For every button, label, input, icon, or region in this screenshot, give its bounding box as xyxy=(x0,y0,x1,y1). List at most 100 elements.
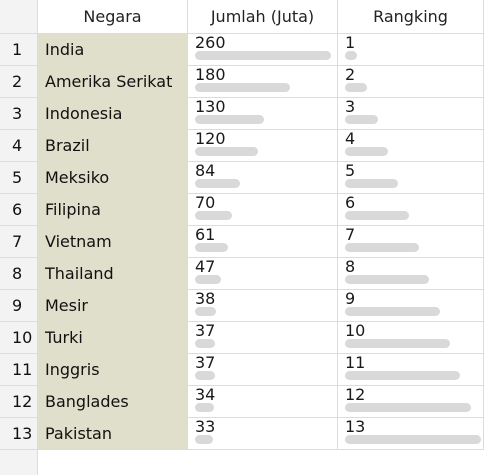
jumlah-cell[interactable]: 130 xyxy=(188,98,338,130)
rank-cell[interactable]: 11 xyxy=(338,354,484,386)
rank-data-bar xyxy=(345,51,357,60)
row-header[interactable]: 12 xyxy=(0,386,38,418)
jumlah-value: 37 xyxy=(195,354,216,372)
rank-cell[interactable]: 4 xyxy=(338,130,484,162)
country-cell[interactable]: Indonesia xyxy=(38,98,188,130)
jumlah-data-bar xyxy=(195,179,240,188)
country-cell[interactable]: Meksiko xyxy=(38,162,188,194)
rank-value: 5 xyxy=(345,162,356,180)
jumlah-cell[interactable]: 47 xyxy=(188,258,338,290)
jumlah-value: 84 xyxy=(195,162,216,180)
rank-cell[interactable]: 9 xyxy=(338,290,484,322)
corner-cell[interactable] xyxy=(0,0,38,34)
rank-value: 11 xyxy=(345,354,366,372)
row-header[interactable]: 2 xyxy=(0,66,38,98)
row-header-filler xyxy=(0,450,38,475)
row-header[interactable]: 5 xyxy=(0,162,38,194)
jumlah-value: 47 xyxy=(195,258,216,276)
jumlah-data-bar xyxy=(195,435,213,444)
rank-data-bar xyxy=(345,211,409,220)
rank-data-bar xyxy=(345,403,471,412)
rank-cell[interactable]: 3 xyxy=(338,98,484,130)
jumlah-cell[interactable]: 34 xyxy=(188,386,338,418)
rank-data-bar xyxy=(345,243,419,252)
jumlah-data-bar xyxy=(195,211,232,220)
row-header[interactable]: 8 xyxy=(0,258,38,290)
jumlah-value: 120 xyxy=(195,130,226,148)
rank-data-bar xyxy=(345,115,378,124)
country-cell[interactable]: Inggris xyxy=(38,354,188,386)
rank-value: 13 xyxy=(345,418,366,436)
rank-cell[interactable]: 1 xyxy=(338,34,484,66)
rank-cell[interactable]: 12 xyxy=(338,386,484,418)
jumlah-data-bar xyxy=(195,147,258,156)
rank-cell[interactable]: 8 xyxy=(338,258,484,290)
rank-value: 9 xyxy=(345,290,356,308)
country-cell[interactable]: Mesir xyxy=(38,290,188,322)
country-cell[interactable]: India xyxy=(38,34,188,66)
jumlah-cell[interactable]: 260 xyxy=(188,34,338,66)
rank-data-bar xyxy=(345,83,367,92)
rank-cell[interactable]: 10 xyxy=(338,322,484,354)
country-cell[interactable]: Pakistan xyxy=(38,418,188,450)
jumlah-cell[interactable]: 180 xyxy=(188,66,338,98)
jumlah-cell[interactable]: 37 xyxy=(188,354,338,386)
row-header[interactable]: 1 xyxy=(0,34,38,66)
jumlah-data-bar xyxy=(195,83,290,92)
jumlah-cell[interactable]: 33 xyxy=(188,418,338,450)
rank-value: 3 xyxy=(345,98,356,116)
country-cell[interactable]: Amerika Serikat xyxy=(38,66,188,98)
country-cell[interactable]: Turki xyxy=(38,322,188,354)
jumlah-value: 33 xyxy=(195,418,216,436)
jumlah-cell[interactable]: 37 xyxy=(188,322,338,354)
jumlah-value: 34 xyxy=(195,386,216,404)
column-header-negara[interactable]: Negara xyxy=(38,0,188,34)
rank-value: 2 xyxy=(345,66,356,84)
row-header[interactable]: 13 xyxy=(0,418,38,450)
row-header[interactable]: 11 xyxy=(0,354,38,386)
jumlah-cell[interactable]: 84 xyxy=(188,162,338,194)
jumlah-data-bar xyxy=(195,371,215,380)
jumlah-cell[interactable]: 61 xyxy=(188,226,338,258)
jumlah-data-bar xyxy=(195,307,216,316)
jumlah-value: 38 xyxy=(195,290,216,308)
rank-cell[interactable]: 2 xyxy=(338,66,484,98)
rank-value: 10 xyxy=(345,322,366,340)
jumlah-cell[interactable]: 38 xyxy=(188,290,338,322)
jumlah-cell[interactable]: 70 xyxy=(188,194,338,226)
rank-cell[interactable]: 7 xyxy=(338,226,484,258)
rank-data-bar xyxy=(345,339,450,348)
country-cell[interactable]: Filipina xyxy=(38,194,188,226)
jumlah-value: 260 xyxy=(195,34,226,52)
jumlah-data-bar xyxy=(195,243,228,252)
rank-value: 12 xyxy=(345,386,366,404)
country-cell[interactable]: Brazil xyxy=(38,130,188,162)
jumlah-value: 70 xyxy=(195,194,216,212)
row-header[interactable]: 6 xyxy=(0,194,38,226)
column-header-jumlah[interactable]: Jumlah (Juta) xyxy=(188,0,338,34)
row-header[interactable]: 9 xyxy=(0,290,38,322)
country-cell[interactable]: Vietnam xyxy=(38,226,188,258)
rank-cell[interactable]: 6 xyxy=(338,194,484,226)
jumlah-data-bar xyxy=(195,275,221,284)
row-header[interactable]: 10 xyxy=(0,322,38,354)
rank-value: 7 xyxy=(345,226,356,244)
row-header[interactable]: 4 xyxy=(0,130,38,162)
jumlah-data-bar xyxy=(195,115,264,124)
country-cell[interactable]: Banglades xyxy=(38,386,188,418)
jumlah-data-bar xyxy=(195,403,214,412)
jumlah-value: 61 xyxy=(195,226,216,244)
rank-cell[interactable]: 5 xyxy=(338,162,484,194)
rank-value: 4 xyxy=(345,130,356,148)
rank-cell[interactable]: 13 xyxy=(338,418,484,450)
column-header-rangking[interactable]: Rangking xyxy=(338,0,484,34)
row-header[interactable]: 7 xyxy=(0,226,38,258)
rank-value: 8 xyxy=(345,258,356,276)
jumlah-value: 130 xyxy=(195,98,226,116)
jumlah-cell[interactable]: 120 xyxy=(188,130,338,162)
rank-value: 6 xyxy=(345,194,356,212)
country-cell[interactable]: Thailand xyxy=(38,258,188,290)
data-table: Negara Jumlah (Juta) Rangking 1 India 260 1… xyxy=(0,0,484,450)
row-header[interactable]: 3 xyxy=(0,98,38,130)
